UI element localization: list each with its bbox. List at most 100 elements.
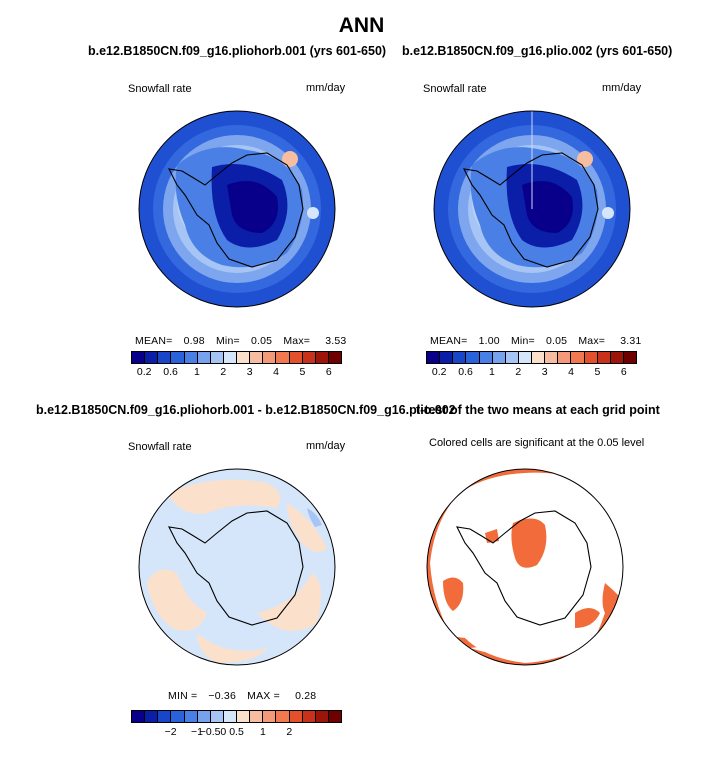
colorbar-swatch [184, 352, 198, 363]
colorbar-swatch [610, 352, 624, 363]
colorbar-swatch [158, 711, 172, 722]
colorbar-swatch [132, 711, 146, 722]
colorbar-swatch [289, 352, 303, 363]
colorbar-tick-label: 0.6 [458, 366, 473, 378]
colorbar-swatch [237, 352, 251, 363]
colorbar-swatch [250, 711, 264, 722]
colorbar-tick-label: −0.5 [199, 726, 221, 738]
colorbar-swatch [479, 352, 493, 363]
colorbar-swatch [558, 352, 572, 363]
panel-2-mean-label: MEAN= [430, 335, 468, 347]
colorbar-swatch [237, 711, 251, 722]
colorbar-swatch [518, 352, 532, 363]
panel-2-colorbar [426, 351, 637, 364]
panel-2-stats: MEAN= 1.00 Min= 0.05 Max= 3.31 [430, 335, 641, 347]
colorbar-swatch [263, 711, 277, 722]
colorbar-tick-label: 4 [568, 366, 574, 378]
colorbar-swatch [302, 711, 316, 722]
panel-3-polar-map [138, 468, 336, 666]
colorbar-tick-label: 2 [286, 726, 293, 738]
colorbar-swatch [263, 352, 277, 363]
colorbar-swatch [328, 711, 341, 722]
colorbar-swatch [171, 711, 185, 722]
panel-3-title: b.e12.B1850CN.f09_g16.pliohorb.001 - b.e… [36, 403, 456, 417]
colorbar-tick-label: 0.6 [163, 366, 178, 378]
panel-1-colorbar [131, 351, 342, 364]
panel-4-polar-map [426, 468, 624, 666]
colorbar-swatch [289, 711, 303, 722]
panel-4-title: t-test of the two means at each grid poi… [416, 403, 660, 417]
panel-1-mean-label: MEAN= [135, 335, 173, 347]
colorbar-swatch [466, 352, 480, 363]
panel-3-max-value: 0.28 [295, 690, 317, 702]
colorbar-swatch [328, 352, 341, 363]
panel-3-stats: MIN = −0.36 MAX = 0.28 [168, 690, 316, 702]
colorbar-tick-label: 6 [325, 366, 332, 378]
colorbar-swatch [315, 711, 329, 722]
colorbar-swatch [597, 352, 611, 363]
colorbar-tick-label: 1 [259, 726, 266, 738]
panel-2-units-label: mm/day [602, 82, 642, 94]
colorbar-tick-label: 5 [594, 366, 601, 378]
colorbar-swatch [492, 352, 506, 363]
colorbar-swatch [505, 352, 519, 363]
colorbar-tick-label: 2 [220, 366, 227, 378]
colorbar-swatch [427, 352, 441, 363]
colorbar-tick-label: 0.2 [136, 366, 152, 378]
colorbar-swatch [276, 711, 290, 722]
colorbar-swatch [623, 352, 636, 363]
colorbar-tick-label: 5 [299, 366, 306, 378]
colorbar-swatch [532, 352, 546, 363]
colorbar-swatch [584, 352, 598, 363]
panel-3-min-label: MIN = [168, 690, 198, 702]
panel-1-title: b.e12.B1850CN.f09_g16.pliohorb.001 (yrs … [88, 44, 387, 58]
colorbar-tick-label: 1 [489, 366, 495, 378]
panel-1-variable-label: Snowfall rate [128, 83, 192, 95]
panel-1-units-label: mm/day [306, 82, 346, 94]
panel-2-min-value: 0.05 [545, 335, 568, 347]
colorbar-swatch [440, 352, 454, 363]
panel-1-min-value: 0.05 [250, 335, 273, 347]
panel-1-max-label: Max= [283, 335, 311, 347]
panel-2-mean-value: 1.00 [478, 335, 500, 347]
panel-2-max-value: 3.31 [620, 335, 642, 347]
colorbar-swatch [315, 352, 329, 363]
colorbar-swatch [197, 352, 211, 363]
colorbar-tick-label: 1 [194, 366, 200, 378]
panel-3-colorbar [131, 710, 342, 723]
colorbar-swatch [197, 711, 211, 722]
panel-2-variable-label: Snowfall rate [423, 83, 487, 95]
colorbar-swatch [250, 352, 264, 363]
panel-3-min-value: −0.36 [208, 690, 236, 702]
colorbar-swatch [158, 352, 172, 363]
colorbar-tick-label: −2 [164, 726, 177, 738]
panel-4-subtitle: Colored cells are significant at the 0.0… [429, 437, 645, 449]
panel-2-title: b.e12.B1850CN.f09_g16.plio.002 (yrs 601-… [402, 44, 673, 58]
colorbar-swatch [145, 711, 159, 722]
panel-2-min-label: Min= [510, 335, 535, 347]
colorbar-swatch [276, 352, 290, 363]
colorbar-tick-label: 3 [246, 366, 253, 378]
panel-1-min-label: Min= [215, 335, 240, 347]
colorbar-swatch [132, 352, 146, 363]
colorbar-tick-label: 2 [515, 366, 522, 378]
colorbar-swatch [545, 352, 559, 363]
colorbar-swatch [184, 711, 198, 722]
colorbar-tick-label: 0.2 [431, 366, 447, 378]
panel-2-max-label: Max= [578, 335, 606, 347]
panel-1-polar-map [138, 110, 336, 308]
colorbar-tick-label: 4 [273, 366, 279, 378]
colorbar-swatch [210, 352, 224, 363]
colorbar-swatch [223, 352, 237, 363]
colorbar-tick-label: −1 [190, 726, 203, 738]
colorbar-tick-label: 6 [620, 366, 627, 378]
colorbar-swatch [210, 711, 224, 722]
colorbar-swatch [145, 352, 159, 363]
colorbar-tick-label: 0.5 [229, 726, 244, 738]
panel-1-mean-value: 0.98 [183, 335, 205, 347]
colorbar-tick-label: 3 [541, 366, 548, 378]
figure-title: ANN [338, 14, 385, 37]
colorbar-swatch [171, 352, 185, 363]
colorbar-swatch [302, 352, 316, 363]
colorbar-swatch [223, 711, 237, 722]
